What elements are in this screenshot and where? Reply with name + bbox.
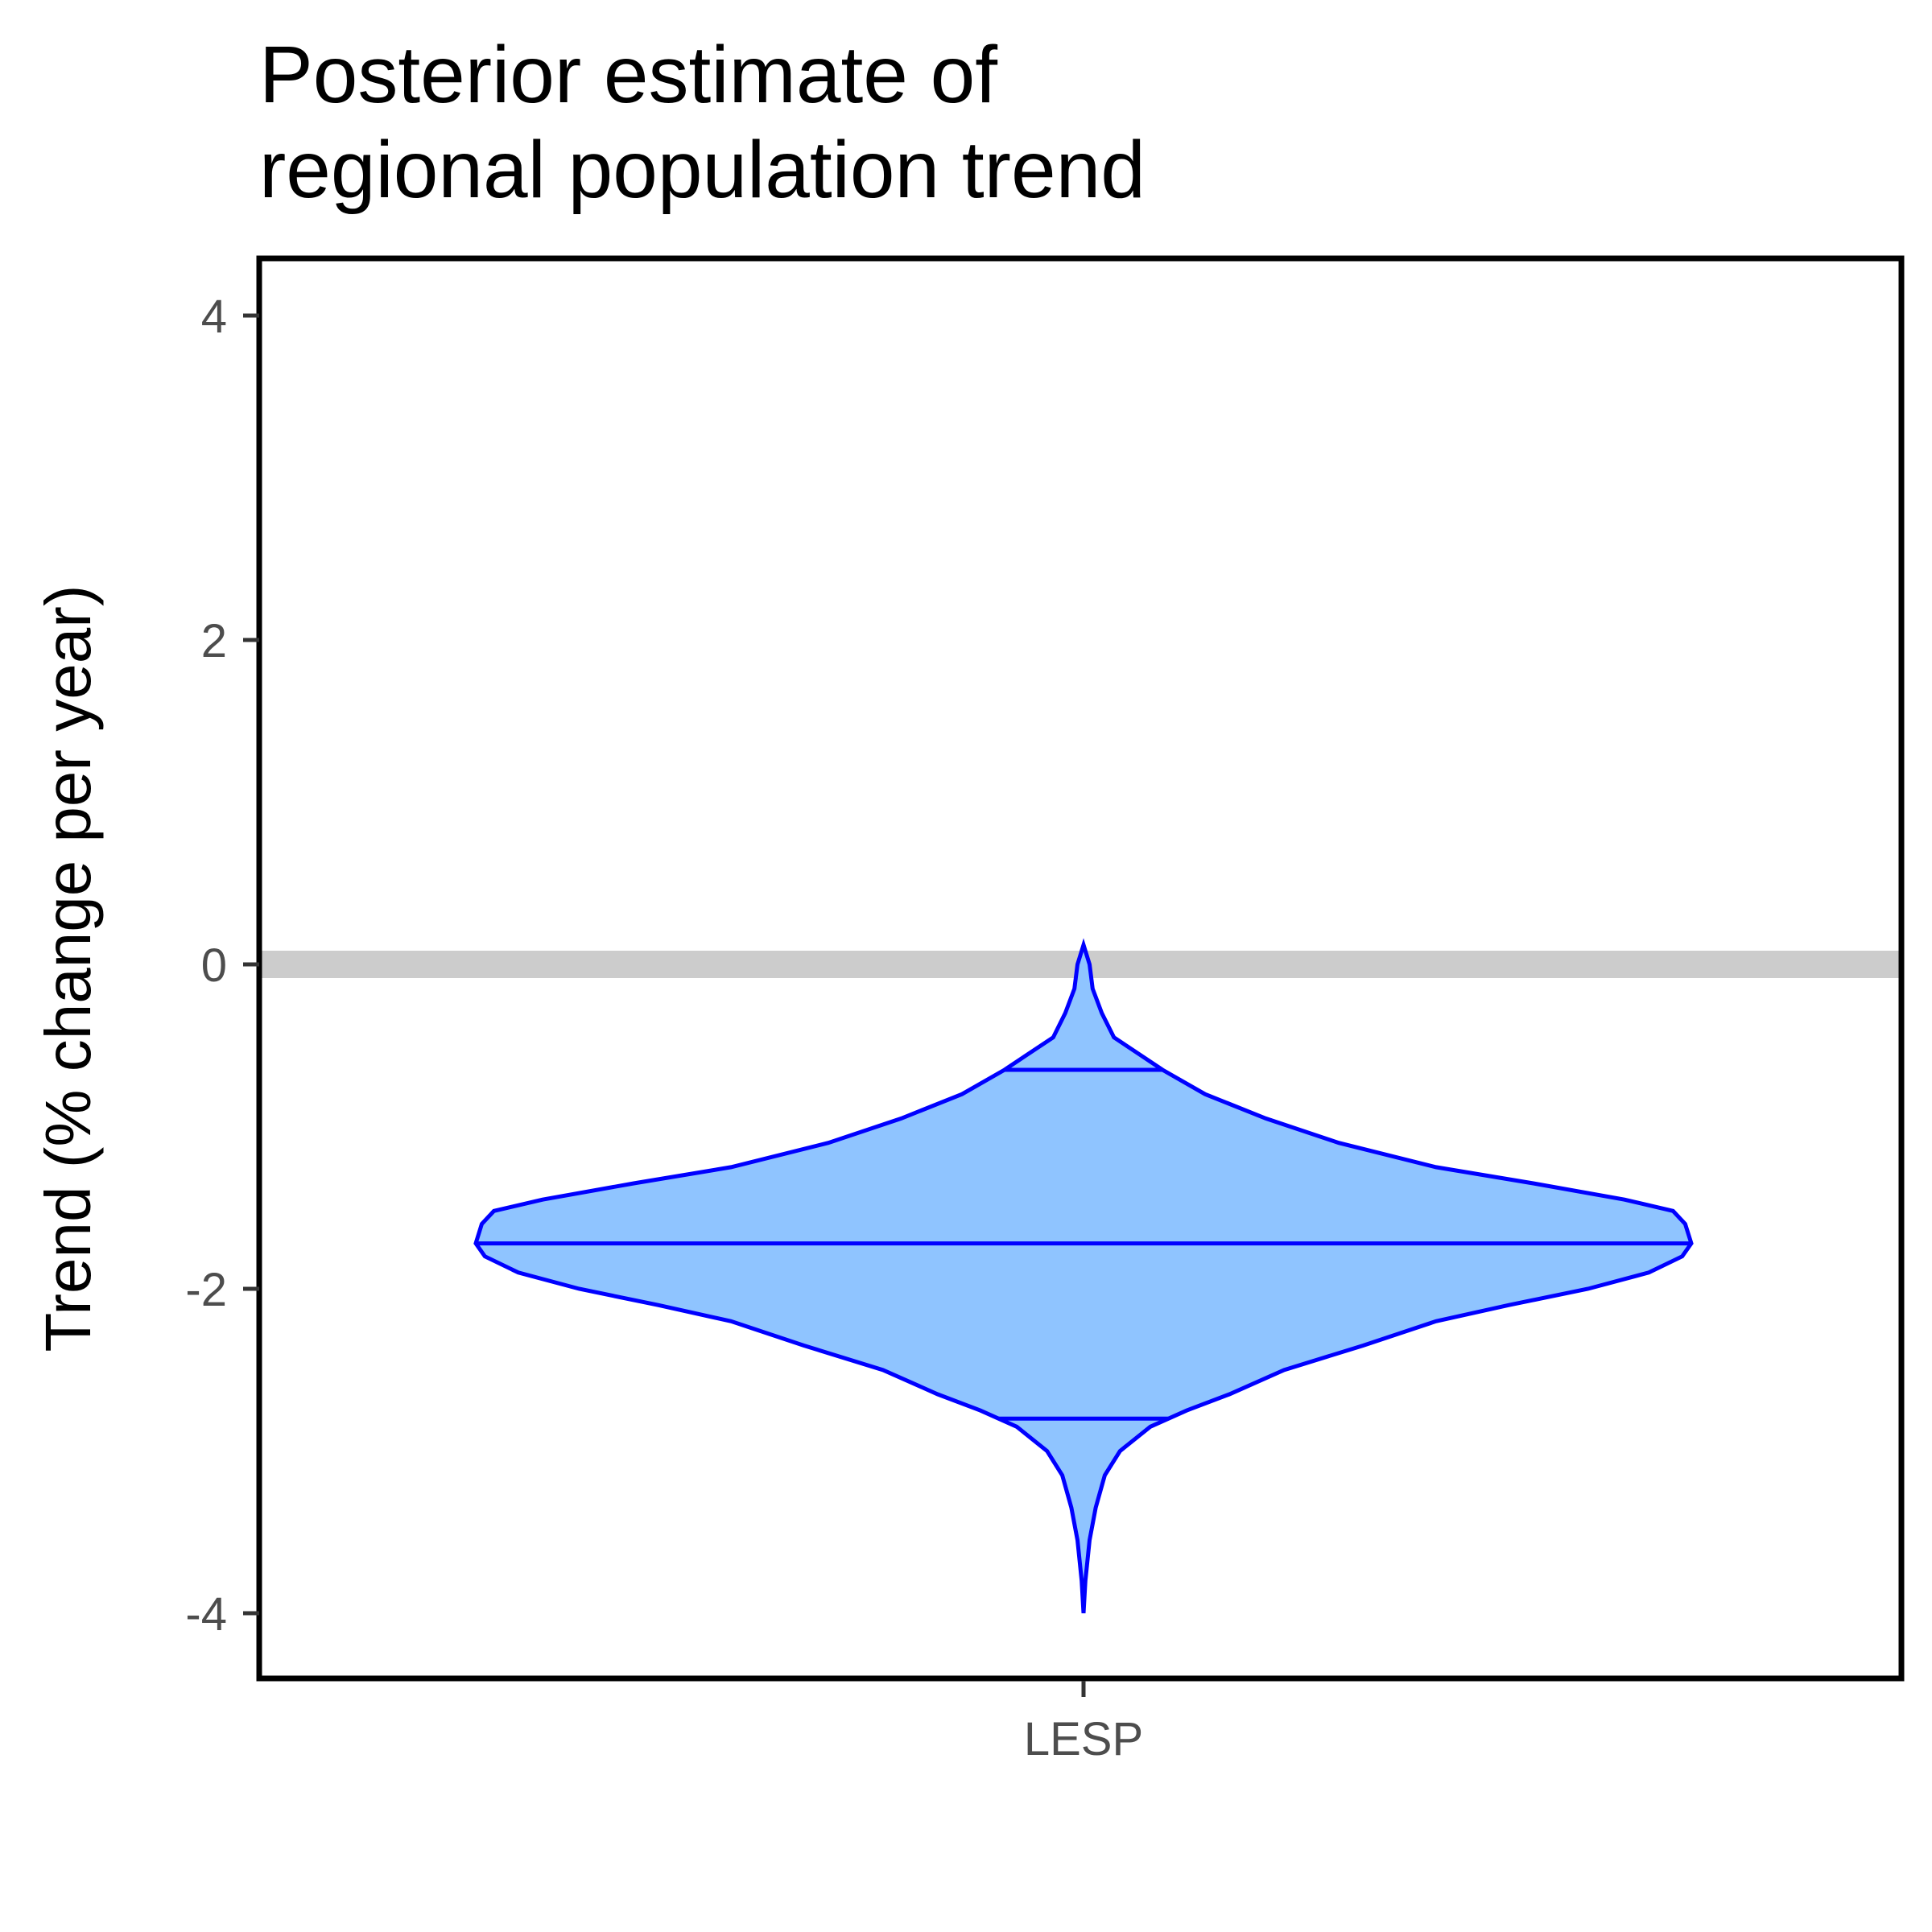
violin-body [473, 938, 1694, 1614]
y-tick-label: 4 [201, 291, 227, 343]
chart-title-line-1: Posterior estimate of [259, 30, 997, 120]
y-tick-label: -4 [185, 1588, 227, 1641]
y-tick-label: 0 [201, 939, 227, 992]
y-tick-label: -2 [185, 1264, 227, 1316]
y-axis: 4 2 0 -2 -4 [185, 291, 259, 1641]
chart-title-line-2: regional population trend [259, 125, 1146, 215]
panel-border [256, 255, 1905, 1682]
x-tick-label-lesp: LESP [1024, 1713, 1143, 1765]
x-axis: LESP [1024, 1681, 1143, 1765]
y-tick-label: 2 [201, 615, 227, 667]
plot-panel [256, 255, 1905, 1682]
y-axis-title: Trend (% change per year) [32, 584, 104, 1352]
